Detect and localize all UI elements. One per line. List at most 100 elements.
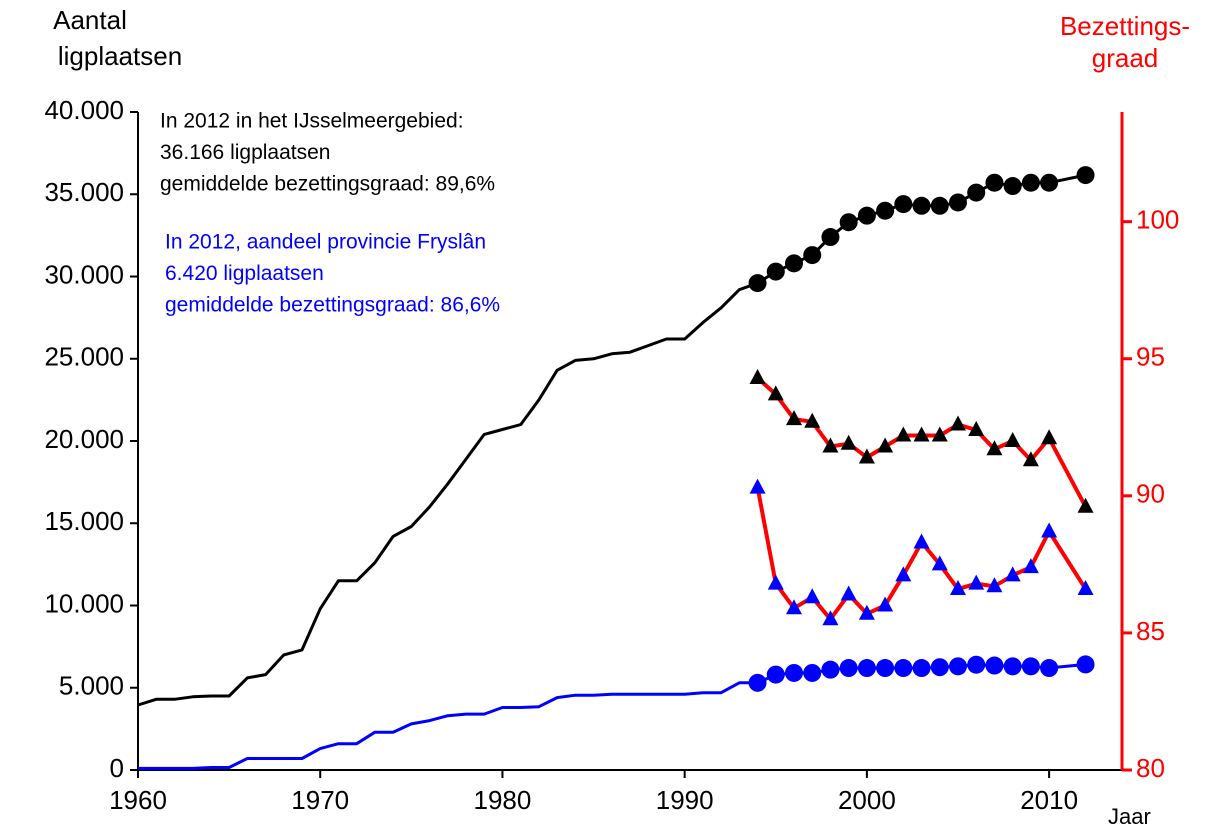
annotation: In 2012 in het IJsselmeergebied: xyxy=(160,110,464,133)
series-line xyxy=(138,681,758,770)
data-point xyxy=(839,213,858,232)
annotation: 36.166 ligplaatsen xyxy=(160,141,330,164)
data-point xyxy=(804,412,821,428)
x-tick-label: 1980 xyxy=(474,785,532,815)
data-point xyxy=(931,426,948,442)
y-axis-label: ligplaatsen xyxy=(58,41,182,71)
data-point xyxy=(1041,429,1058,445)
data-point xyxy=(749,478,766,494)
data-point xyxy=(986,577,1003,593)
y-axis-label: Aantal xyxy=(53,5,127,35)
x-tick-label: 2010 xyxy=(1020,785,1078,815)
data-point xyxy=(804,588,821,604)
data-point xyxy=(1040,173,1059,192)
y2-axis-label: graad xyxy=(1092,43,1159,73)
data-point xyxy=(1003,657,1022,676)
annotation: gemiddelde bezettingsgraad: 86,6% xyxy=(165,294,500,317)
data-point xyxy=(767,574,784,590)
series-line xyxy=(137,281,759,707)
data-point xyxy=(766,262,785,281)
y-tick-label: 30.000 xyxy=(44,259,124,289)
data-point xyxy=(767,385,784,401)
data-point xyxy=(894,195,913,214)
data-point xyxy=(876,201,895,220)
y2-tick-label: 80 xyxy=(1136,753,1165,783)
data-point xyxy=(840,585,857,601)
data-point xyxy=(986,440,1003,456)
y-tick-label: 20.000 xyxy=(44,424,124,454)
y-tick-label: 35.000 xyxy=(44,177,124,207)
y-tick-label: 40.000 xyxy=(44,95,124,125)
data-point xyxy=(949,657,967,676)
data-point xyxy=(1041,522,1058,538)
y2-tick-label: 90 xyxy=(1136,479,1165,509)
y2-tick-label: 100 xyxy=(1136,205,1179,235)
y2-tick-label: 95 xyxy=(1136,342,1165,372)
data-point xyxy=(822,437,839,453)
data-point xyxy=(785,663,803,682)
data-point xyxy=(877,596,894,612)
data-point xyxy=(930,658,949,677)
data-point xyxy=(913,533,930,549)
data-point xyxy=(748,673,767,692)
data-point xyxy=(967,655,986,674)
y-tick-label: 15.000 xyxy=(44,506,124,536)
y-tick-label: 0 xyxy=(110,753,124,783)
data-point xyxy=(1077,580,1094,596)
data-point xyxy=(912,659,931,678)
x-tick-label: 1960 xyxy=(109,785,167,815)
data-point xyxy=(857,206,876,225)
data-point xyxy=(1040,659,1059,678)
data-point xyxy=(877,437,894,453)
data-point xyxy=(949,193,967,212)
data-point xyxy=(968,574,985,590)
data-point xyxy=(912,196,931,215)
data-point xyxy=(895,566,912,582)
data-point xyxy=(786,410,802,426)
data-point xyxy=(1076,655,1095,674)
y2-tick-label: 85 xyxy=(1136,616,1165,646)
annotation: 6.420 ligplaatsen xyxy=(165,262,324,285)
data-point xyxy=(894,659,913,678)
data-point xyxy=(895,426,912,442)
data-point xyxy=(1076,166,1095,185)
x-tick-label: 1970 xyxy=(291,785,349,815)
annotation: In 2012, aandeel provincie Fryslân xyxy=(165,231,486,254)
data-point xyxy=(840,434,857,450)
data-point xyxy=(786,599,802,615)
data-point xyxy=(1022,451,1039,467)
x-tick-label: 2000 xyxy=(838,785,896,815)
data-point xyxy=(857,659,876,678)
data-point xyxy=(858,604,875,620)
y-tick-label: 25.000 xyxy=(44,342,124,372)
data-point xyxy=(803,246,822,265)
data-point xyxy=(858,448,875,464)
data-point xyxy=(931,555,948,571)
data-point xyxy=(766,665,785,684)
data-point xyxy=(803,663,822,682)
data-point xyxy=(1003,177,1022,196)
data-point xyxy=(1021,173,1040,192)
data-point xyxy=(876,659,895,678)
annotation: gemiddelde bezettingsgraad: 89,6% xyxy=(160,173,495,196)
data-point xyxy=(950,415,966,431)
y2-axis-label: Bezettings- xyxy=(1060,11,1190,41)
y-tick-label: 5.000 xyxy=(59,671,124,701)
data-point xyxy=(821,228,840,247)
series-line xyxy=(756,173,1086,285)
x-axis-label: Jaar xyxy=(1108,804,1151,829)
data-point xyxy=(1022,558,1039,574)
data-point xyxy=(930,196,949,215)
data-point xyxy=(1004,566,1021,582)
data-point xyxy=(985,656,1004,675)
data-point xyxy=(839,659,858,678)
data-point xyxy=(748,274,767,293)
data-point xyxy=(968,421,985,437)
data-point xyxy=(821,660,840,679)
data-point xyxy=(1004,432,1021,447)
data-point xyxy=(785,254,803,273)
data-point xyxy=(950,580,966,596)
x-tick-label: 1990 xyxy=(656,785,714,815)
data-point xyxy=(1021,657,1040,676)
